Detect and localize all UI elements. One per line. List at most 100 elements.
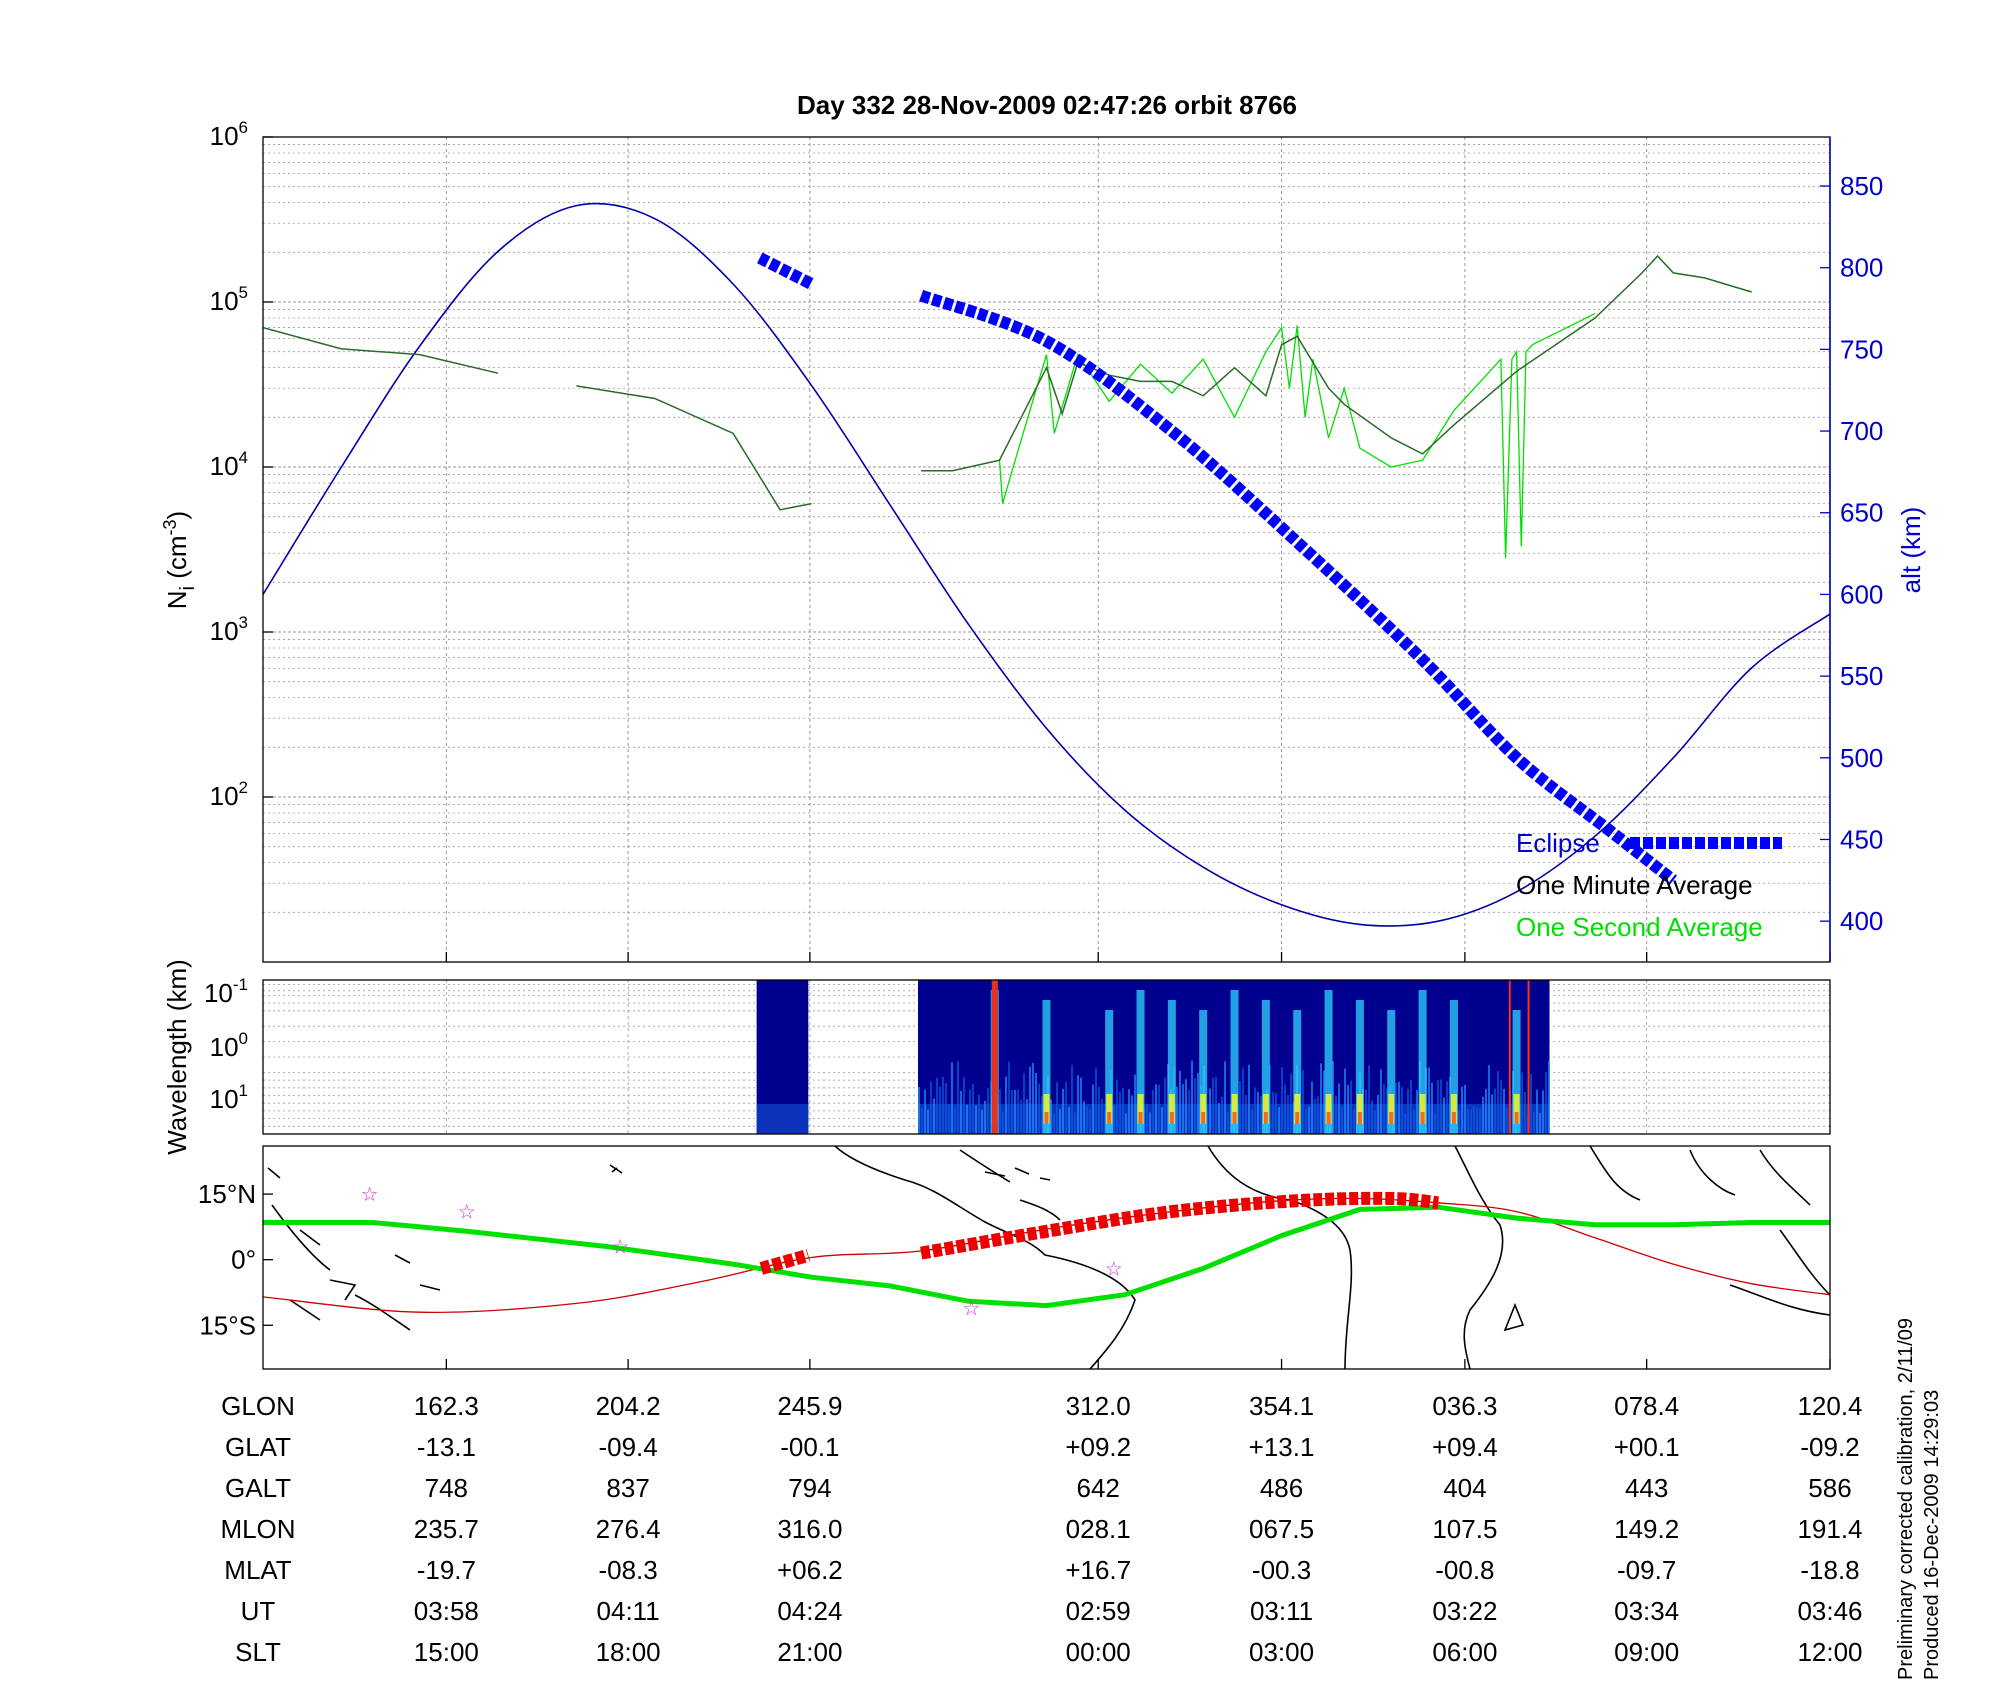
info-row-label: UT <box>241 1596 276 1626</box>
info-cell: 120.4 <box>1797 1391 1862 1421</box>
map-latitude-label: 15°S <box>199 1310 256 1340</box>
info-row-label: MLON <box>220 1514 295 1544</box>
spec-streak <box>1182 1084 1185 1134</box>
africa-east-outline <box>1454 1146 1504 1369</box>
spec-intense-peak <box>1389 1112 1394 1124</box>
info-cell: +06.2 <box>777 1555 843 1585</box>
spec-red-line <box>1527 980 1530 1134</box>
info-row-label: GLON <box>221 1391 295 1421</box>
caribbean-islands <box>984 1167 1051 1181</box>
altitude-line <box>263 202 1830 927</box>
y2-tick-label: 600 <box>1840 579 1883 609</box>
spec-streak <box>1191 1060 1194 1134</box>
spec-streak <box>927 1109 930 1134</box>
spec-streak <box>1479 1108 1482 1134</box>
spec-streak <box>1428 1067 1431 1134</box>
spec-streak <box>1281 1067 1284 1134</box>
density-axis-label: Ni (cm-3) <box>160 511 199 609</box>
pacific-islands-west <box>267 1167 441 1331</box>
spec-streak <box>1101 1098 1104 1134</box>
spec-streak <box>1347 1084 1350 1134</box>
spec-intense-column <box>1167 1000 1176 1134</box>
spec-streak <box>1467 1109 1470 1134</box>
info-cell: 03:11 <box>1250 1596 1313 1626</box>
spectrogram-frame <box>262 979 1831 1135</box>
map-latitude-label: 15°N <box>198 1179 256 1209</box>
info-cell: 03:00 <box>1249 1637 1314 1667</box>
spec-streak <box>1005 1076 1008 1134</box>
info-cell: 404 <box>1443 1473 1486 1503</box>
spec-streak <box>1077 1075 1080 1134</box>
spec-streak <box>1416 1090 1419 1134</box>
spec-streak <box>1395 1082 1398 1134</box>
info-cell: 312.0 <box>1066 1391 1131 1421</box>
pacific-islands-mid <box>609 1164 623 1174</box>
spec-streak <box>1530 1074 1533 1134</box>
spec-streak <box>1059 1109 1062 1134</box>
map-frame <box>262 1145 1831 1370</box>
spec-streak <box>1323 1070 1326 1134</box>
chart-title: Day 332 28-Nov-2009 02:47:26 orbit 8766 <box>797 90 1297 120</box>
spec-y-tick-exponent: -1 <box>233 975 248 994</box>
spec-streak <box>918 1087 921 1134</box>
spec-streak <box>1251 1109 1254 1134</box>
spec-streak <box>1050 1099 1053 1134</box>
y-tick-label: 104 <box>210 448 248 481</box>
info-cell: 00:00 <box>1066 1637 1131 1667</box>
spec-streak <box>978 1094 981 1134</box>
spec-intense-column <box>1387 1010 1396 1134</box>
spec-streak <box>939 1086 942 1134</box>
spec-streak <box>954 1107 957 1134</box>
spec-intense-core <box>1200 1094 1207 1124</box>
spectrogram-data <box>756 980 1551 1134</box>
spec-streak <box>1194 1078 1197 1134</box>
spec-intense-column <box>1449 1000 1458 1134</box>
info-cell: -00.1 <box>780 1432 839 1462</box>
spec-intense-column <box>1355 1000 1364 1134</box>
spec-intense-column <box>1512 1010 1521 1134</box>
spec-intense-peak <box>1295 1112 1300 1124</box>
spec-intense-peak <box>1451 1112 1456 1124</box>
spec-streak <box>1407 1088 1410 1134</box>
spec-streak <box>1533 1112 1536 1134</box>
spec-streak <box>1350 1080 1353 1134</box>
main-grid <box>263 137 1831 963</box>
spec-streak <box>1152 1089 1155 1134</box>
info-cell: 586 <box>1808 1473 1851 1503</box>
eclipse-track-segments <box>759 1191 1440 1275</box>
info-cell: 028.1 <box>1066 1514 1131 1544</box>
info-cell: -09.2 <box>1800 1432 1859 1462</box>
spec-streak <box>1212 1077 1215 1134</box>
wavelength-axis-label: Wavelength (km) <box>162 959 192 1155</box>
spec-streak <box>1041 1096 1044 1134</box>
spec-streak <box>1368 1065 1371 1134</box>
spec-streak <box>1269 1064 1272 1134</box>
info-cell: +13.1 <box>1249 1432 1315 1462</box>
spec-intense-column <box>1293 1010 1302 1134</box>
spec-streak <box>984 1100 987 1134</box>
spec-streak <box>1119 1091 1122 1134</box>
spec-intense-peak <box>1169 1112 1174 1124</box>
spec-streak <box>1482 1096 1485 1134</box>
spec-streak <box>1155 1084 1158 1134</box>
spec-y-tick-base: 10 <box>204 978 233 1008</box>
map-background <box>263 1146 1830 1369</box>
spec-intense-peak <box>1326 1112 1331 1124</box>
spec-intense-core <box>1231 1094 1238 1124</box>
spec-streak <box>1164 1077 1167 1134</box>
spec-streak <box>1179 1070 1182 1134</box>
spec-streak <box>1494 1088 1497 1134</box>
y2-tick-label: 800 <box>1840 253 1883 283</box>
info-cell: +09.4 <box>1432 1432 1498 1462</box>
spec-intense-peak <box>1357 1112 1362 1124</box>
spec-streak <box>1185 1079 1188 1134</box>
y-tick-exponent: 2 <box>239 778 248 797</box>
legend-one-second-label: One Second Average <box>1516 912 1763 942</box>
spec-streak <box>1491 1094 1494 1134</box>
spec-intense-core <box>1137 1094 1144 1124</box>
info-cell: 03:58 <box>414 1596 479 1626</box>
spec-streak <box>1083 1101 1086 1134</box>
map-latitude-label: 0° <box>231 1245 256 1275</box>
spec-streak <box>999 1089 1002 1134</box>
